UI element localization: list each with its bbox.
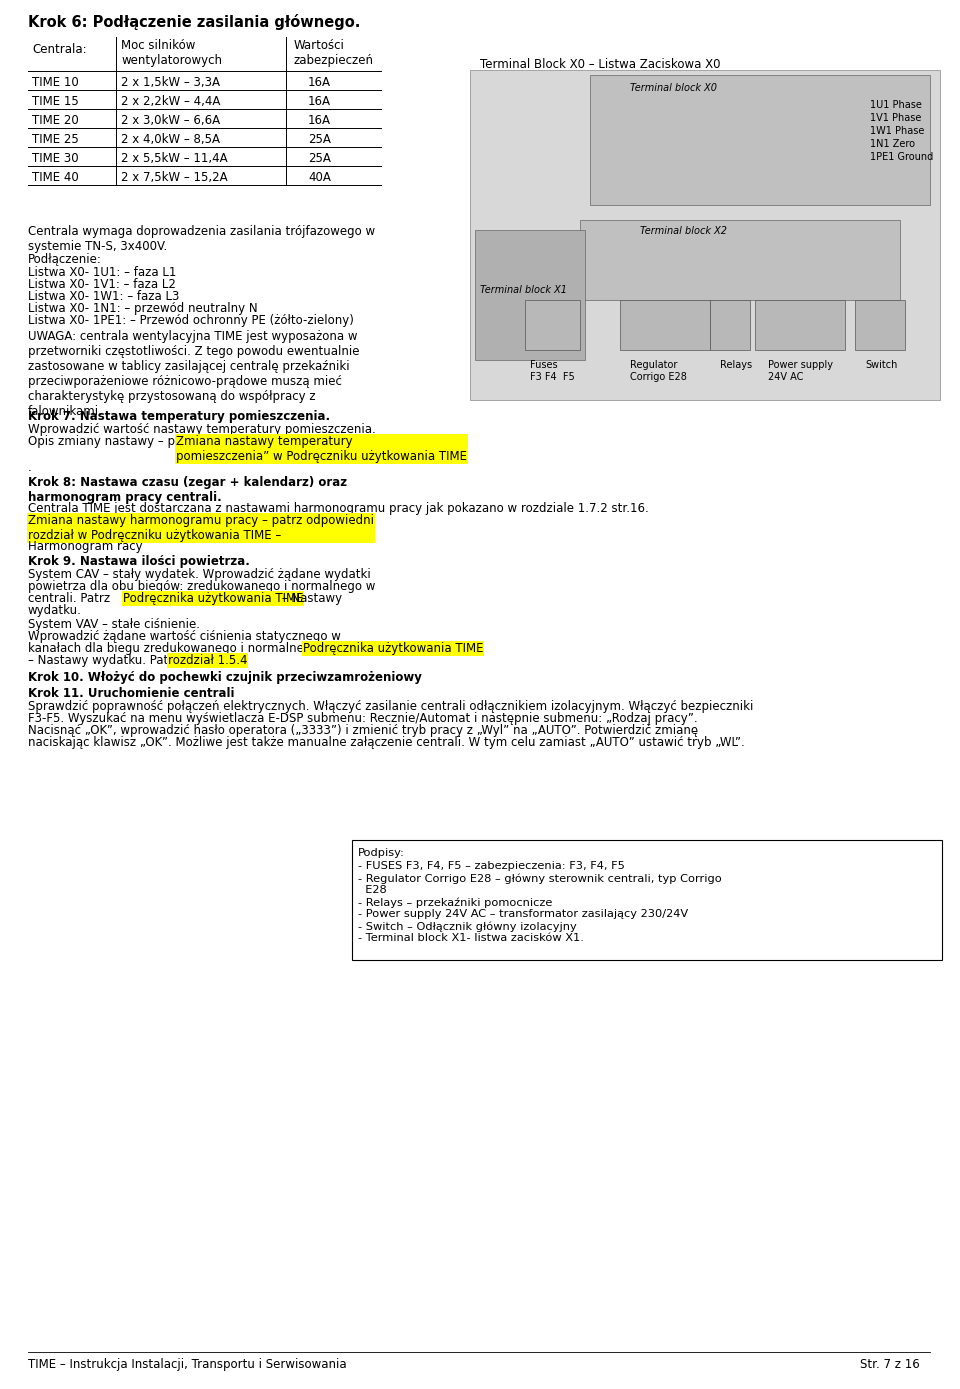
Bar — [755, 300, 845, 350]
Text: Krok 8: Nastawa czasu (zegar + kalendarz) oraz
harmonogram pracy centrali.: Krok 8: Nastawa czasu (zegar + kalendarz… — [28, 476, 348, 504]
Text: Zmiana nastawy harmonogramu pracy – patrz odpowiedni
rozdział w Podręczniku użyt: Zmiana nastawy harmonogramu pracy – patr… — [28, 514, 374, 542]
Text: 2 x 1,5kW – 3,3A: 2 x 1,5kW – 3,3A — [121, 76, 220, 89]
Bar — [855, 300, 905, 350]
Text: 2 x 7,5kW – 15,2A: 2 x 7,5kW – 15,2A — [121, 171, 228, 183]
Text: 1PE1 Ground: 1PE1 Ground — [870, 151, 933, 163]
Text: F3-F5. Wyszukać na menu wyświetlacza E-DSP submenu: Recznie/Automat i następnie : F3-F5. Wyszukać na menu wyświetlacza E-D… — [28, 713, 698, 725]
Text: Regulator
Corrigo E28: Regulator Corrigo E28 — [630, 360, 686, 382]
Text: TIME 25: TIME 25 — [32, 133, 79, 146]
Text: Listwa X0- 1U1: – faza L1: Listwa X0- 1U1: – faza L1 — [28, 267, 177, 279]
Text: Terminal block X0: Terminal block X0 — [630, 83, 717, 93]
Bar — [620, 300, 710, 350]
Text: Listwa X0- 1W1: – faza L3: Listwa X0- 1W1: – faza L3 — [28, 290, 180, 303]
Text: Podręcznika użytkowania TIME: Podręcznika użytkowania TIME — [303, 642, 484, 656]
Text: 1V1 Phase: 1V1 Phase — [870, 113, 922, 124]
Text: Harmonogram racy: Harmonogram racy — [28, 540, 143, 553]
Text: E28: E28 — [358, 885, 387, 895]
Bar — [590, 75, 930, 206]
Text: TIME 20: TIME 20 — [32, 114, 79, 126]
Text: 2 x 4,0kW – 8,5A: 2 x 4,0kW – 8,5A — [121, 133, 220, 146]
Text: TIME 30: TIME 30 — [32, 151, 79, 165]
Text: 1N1 Zero: 1N1 Zero — [870, 139, 915, 149]
Bar — [470, 69, 940, 400]
Text: 16A: 16A — [308, 76, 331, 89]
Text: Podręcznika użytkowania TIME: Podręcznika użytkowania TIME — [123, 592, 303, 606]
Text: centrali. Patrz: centrali. Patrz — [28, 592, 114, 606]
Text: Centrala TIME jest dostarczana z nastawami harmonogramu pracy jak pokazano w roz: Centrala TIME jest dostarczana z nastawa… — [28, 501, 649, 515]
Text: 2 x 5,5kW – 11,4A: 2 x 5,5kW – 11,4A — [121, 151, 228, 165]
Text: naciskając klawisz „OK”. Możliwe jest także manualne załączenie centrali. W tym : naciskając klawisz „OK”. Możliwe jest ta… — [28, 736, 745, 749]
Text: 1W1 Phase: 1W1 Phase — [870, 126, 924, 136]
Text: - Terminal block X1- listwa zacisków X1.: - Terminal block X1- listwa zacisków X1. — [358, 933, 584, 943]
Text: Krok 10. Włożyć do pochewki czujnik przeciwzamrożeniowy: Krok 10. Włożyć do pochewki czujnik prze… — [28, 671, 421, 683]
Text: 25A: 25A — [308, 133, 331, 146]
Text: Wprowadzić żądane wartość ciśnienia statycznego w: Wprowadzić żądane wartość ciśnienia stat… — [28, 631, 341, 643]
Text: Podpisy:: Podpisy: — [358, 849, 405, 858]
Text: Fuses
F3 F4  F5: Fuses F3 F4 F5 — [530, 360, 575, 382]
Text: Krok 9. Nastawa ilości powietrza.: Krok 9. Nastawa ilości powietrza. — [28, 556, 250, 568]
Text: TIME – Instrukcja Instalacji, Transportu i Serwisowania: TIME – Instrukcja Instalacji, Transportu… — [28, 1358, 347, 1371]
Bar — [525, 300, 580, 350]
Text: Centrala:: Centrala: — [32, 43, 86, 56]
Text: System VAV – stałe ciśnienie.: System VAV – stałe ciśnienie. — [28, 618, 200, 631]
Bar — [580, 219, 900, 300]
Text: – Nastawy wydatku. Patrz: – Nastawy wydatku. Patrz — [28, 654, 183, 667]
Text: Terminal Block X0 – Listwa Zaciskowa X0: Terminal Block X0 – Listwa Zaciskowa X0 — [480, 58, 721, 71]
Text: Wartości
zabezpieczeń: Wartości zabezpieczeń — [294, 39, 374, 67]
Text: 2 x 2,2kW – 4,4A: 2 x 2,2kW – 4,4A — [121, 94, 221, 108]
Text: 2 x 3,0kW – 6,6A: 2 x 3,0kW – 6,6A — [121, 114, 220, 126]
Text: TIME 15: TIME 15 — [32, 94, 79, 108]
Text: Str. 7 z 16: Str. 7 z 16 — [860, 1358, 920, 1371]
Bar — [352, 840, 942, 960]
Text: - Relays – przekaźniki pomocnicze: - Relays – przekaźniki pomocnicze — [358, 897, 552, 907]
Text: Zmiana nastawy temperatury
pomieszczenia” w Podręczniku użytkowania TIME: Zmiana nastawy temperatury pomieszczenia… — [176, 435, 467, 463]
Text: Listwa X0- 1V1: – faza L2: Listwa X0- 1V1: – faza L2 — [28, 278, 176, 292]
Text: Power supply
24V AC: Power supply 24V AC — [768, 360, 833, 382]
Text: - FUSES F3, F4, F5 – zabezpieczenia: F3, F4, F5: - FUSES F3, F4, F5 – zabezpieczenia: F3,… — [358, 861, 625, 871]
Text: UWAGA: centrala wentylacyjna TIME jest wyposażona w
przetworniki częstotliwości.: UWAGA: centrala wentylacyjna TIME jest w… — [28, 331, 359, 418]
Text: TIME 40: TIME 40 — [32, 171, 79, 183]
Bar — [710, 300, 750, 350]
Text: – Nastawy: – Nastawy — [278, 592, 342, 606]
Text: kanałach dla biegu zredukowanego i normalnego. Patrz: kanałach dla biegu zredukowanego i norma… — [28, 642, 359, 656]
Text: TIME 10: TIME 10 — [32, 76, 79, 89]
Text: Wprowadzić wartość nastawy temperatury pomieszczenia.: Wprowadzić wartość nastawy temperatury p… — [28, 424, 375, 436]
Text: 16A: 16A — [308, 114, 331, 126]
Text: Terminal block X2: Terminal block X2 — [640, 226, 727, 236]
Text: - Regulator Corrigo E28 – główny sterownik centrali, typ Corrigo: - Regulator Corrigo E28 – główny sterown… — [358, 874, 722, 883]
Text: Switch: Switch — [865, 360, 898, 369]
Text: .: . — [28, 461, 32, 474]
Text: Relays: Relays — [720, 360, 752, 369]
Text: Krok 7. Nastawa temperatury pomieszczenia.: Krok 7. Nastawa temperatury pomieszczeni… — [28, 410, 330, 424]
Text: Nacisnąć „OK”, wprowadzić hasło operatora („3333”) i zmienić tryb pracy z „Wyl” : Nacisnąć „OK”, wprowadzić hasło operator… — [28, 724, 698, 738]
Text: Terminal block X1: Terminal block X1 — [480, 285, 567, 294]
Text: Sprawdzić poprawność połączeń elektrycznych. Włączyć zasilanie centrali odłączni: Sprawdzić poprawność połączeń elektryczn… — [28, 700, 754, 713]
Text: rozdział 1.5.4: rozdział 1.5.4 — [168, 654, 248, 667]
Text: Krok 11. Uruchomienie centrali: Krok 11. Uruchomienie centrali — [28, 688, 234, 700]
Text: Listwa X0- 1N1: – przewód neutralny N: Listwa X0- 1N1: – przewód neutralny N — [28, 301, 257, 315]
Text: Opis zmiany nastawy – patrz :: Opis zmiany nastawy – patrz : — [28, 435, 206, 449]
Text: powietrza dla obu biegów: zredukowanego i normalnego w: powietrza dla obu biegów: zredukowanego … — [28, 581, 375, 593]
Bar — [475, 231, 585, 360]
Text: 1U1 Phase: 1U1 Phase — [870, 100, 922, 110]
Text: Podłączenie:: Podłączenie: — [28, 253, 102, 267]
Text: 25A: 25A — [308, 151, 331, 165]
Text: - Power supply 24V AC – transformator zasilający 230/24V: - Power supply 24V AC – transformator za… — [358, 908, 688, 920]
Text: 16A: 16A — [308, 94, 331, 108]
Text: - Switch – Odłącznik główny izolacyjny: - Switch – Odłącznik główny izolacyjny — [358, 921, 577, 932]
Text: Listwa X0- 1PE1: – Przewód ochronny PE (żółto-zielony): Listwa X0- 1PE1: – Przewód ochronny PE (… — [28, 314, 354, 326]
Text: 40A: 40A — [308, 171, 331, 183]
Text: Moc silników
wentylatorowych: Moc silników wentylatorowych — [121, 39, 222, 67]
Text: Krok 6: Podłączenie zasilania głównego.: Krok 6: Podłączenie zasilania głównego. — [28, 14, 360, 31]
Text: System CAV – stały wydatek. Wprowadzić żądane wydatki: System CAV – stały wydatek. Wprowadzić ż… — [28, 568, 371, 581]
Text: wydatku.: wydatku. — [28, 604, 82, 617]
Text: Centrala wymaga doprowadzenia zasilania trójfazowego w
systemie TN-S, 3x400V.: Centrala wymaga doprowadzenia zasilania … — [28, 225, 375, 253]
